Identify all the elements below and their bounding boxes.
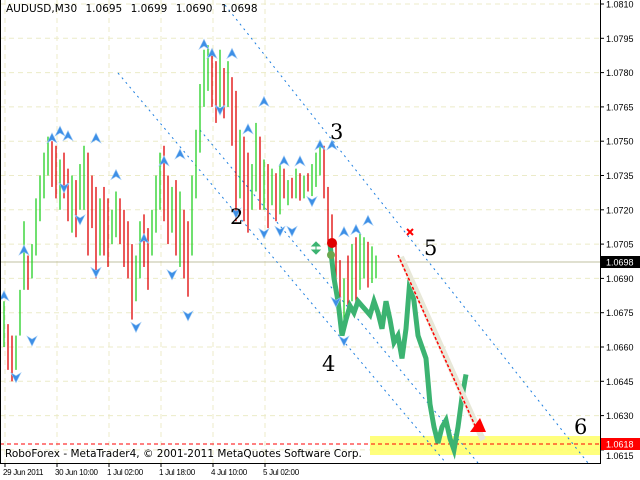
y-tick-label: 1.0780 (606, 68, 634, 78)
forecast-arrow-shadow (398, 255, 486, 442)
forecast-arrow-head-icon (470, 418, 486, 432)
x-tick-label: 4 Jul 10:00 (211, 468, 248, 477)
current-price-tag-label: 1.0698 (606, 258, 634, 268)
fractal-down-arrow-icon (130, 321, 142, 334)
fractal-up-arrow-icon (338, 225, 350, 238)
target-price-tag-label: 1.0618 (606, 440, 634, 450)
wave-label-2: 2 (230, 205, 243, 229)
fractal-up-arrow-icon (242, 123, 254, 135)
y-tick-label: 1.0765 (606, 102, 634, 112)
fractal-up-arrow-icon (326, 139, 338, 151)
fractal-up-arrow-icon (138, 232, 150, 245)
channel-lower-line (117, 72, 447, 464)
x-tick-label: 5 Jul 02:00 (263, 468, 300, 477)
fractal-up-arrow-icon (350, 223, 362, 236)
open-price: 1.0695 (85, 3, 123, 15)
high-price: 1.0699 (130, 3, 168, 15)
fractal-down-arrow-icon (10, 371, 22, 384)
fractal-down-arrow-icon (230, 207, 242, 219)
y-tick-label: 1.0720 (606, 205, 634, 215)
fractal-up-arrow-icon (18, 244, 30, 256)
fractal-down-arrow-icon (214, 104, 226, 116)
fractal-up-arrow-icon (226, 47, 238, 60)
fractal-down-arrow-icon (74, 214, 86, 226)
fractal-down-arrow-icon (306, 195, 318, 208)
time-axis: 29 Jun 2011 30 Jun 10:00 1 Jul 02:00 1 Jul … (3, 463, 300, 477)
fractal-up-arrow-icon (206, 47, 218, 60)
forecast-arrow-line (397, 254, 478, 431)
channel-upper-line (224, 4, 589, 464)
y-tick-label: 1.0660 (606, 343, 634, 353)
fractal-arrows (0, 38, 374, 384)
fractal-down-arrow-icon (26, 335, 38, 347)
fractal-down-arrow-icon (330, 296, 342, 308)
fractal-up-arrow-icon (158, 155, 170, 167)
fractal-down-arrow-icon (274, 225, 286, 238)
price-axis: 1.0810 1.0795 1.0780 1.0765 1.0750 1.0735 1.07… (600, 0, 634, 461)
symbol-timeframe: AUDUSD,M30 (6, 3, 78, 15)
y-tick-label: 1.0690 (606, 274, 634, 284)
y-tick-label: 1.0735 (606, 171, 634, 181)
fractal-up-arrow-icon (198, 38, 210, 50)
fractal-down-arrow-icon (90, 266, 102, 279)
fractal-up-arrow-icon (294, 155, 306, 167)
wave-label-3: 3 (330, 120, 343, 144)
fractal-up-arrow-icon (46, 132, 58, 144)
y-tick-label: 1.0810 (606, 0, 634, 10)
fractal-down-arrow-icon (182, 310, 194, 322)
y-tick-label: 1.0615 (606, 451, 634, 461)
cross-mark-icon (406, 228, 414, 236)
fractal-up-arrow-icon (314, 139, 326, 151)
x-tick-label: 29 Jun 2011 (3, 468, 44, 477)
grid (0, 0, 600, 463)
price-bars (3, 45, 377, 382)
chart-header: AUDUSD,M30 1.0695 1.0699 1.0690 1.0698 (6, 3, 263, 15)
fractal-down-arrow-icon (258, 227, 270, 240)
wave-label-4: 4 (322, 352, 335, 376)
x-tick-label: 1 Jul 02:00 (107, 468, 144, 477)
fractal-up-arrow-icon (90, 132, 102, 144)
fractal-up-arrow-icon (110, 168, 122, 181)
copyright-text: RoboForex - MetaTrader4, © 2001-2011 Met… (5, 448, 362, 460)
fractal-up-arrow-icon (362, 214, 374, 227)
close-price: 1.0698 (220, 3, 258, 15)
target-price-tag (601, 438, 640, 450)
fractal-up-arrow-icon (54, 125, 66, 137)
y-tick-label: 1.0630 (606, 411, 634, 421)
modify-order-icon (310, 241, 322, 255)
wave-label-5: 5 (424, 236, 437, 260)
close-signal-icon (327, 251, 335, 259)
fractal-down-arrow-icon (166, 269, 178, 281)
current-price-tag (601, 256, 640, 268)
low-price: 1.0690 (175, 3, 213, 15)
y-tick-label: 1.0795 (606, 34, 634, 44)
price-line-series (327, 243, 469, 460)
x-tick-label: 1 Jul 18:00 (159, 468, 196, 477)
sell-signal-icon (327, 238, 337, 248)
y-tick-label: 1.0705 (606, 240, 634, 250)
fractal-down-arrow-icon (58, 182, 70, 194)
y-tick-label: 1.0750 (606, 137, 634, 147)
fractal-up-arrow-icon (278, 155, 290, 167)
x-tick-label: 30 Jun 10:00 (55, 468, 99, 477)
fractal-down-arrow-icon (338, 335, 350, 347)
fractal-up-arrow-icon (62, 129, 74, 142)
fractal-down-arrow-icon (286, 225, 298, 238)
y-tick-label: 1.0675 (606, 308, 634, 318)
fractal-up-arrow-icon (258, 95, 270, 108)
wave-label-6: 6 (574, 415, 587, 439)
fractal-up-arrow-icon (174, 148, 186, 160)
y-tick-label: 1.0645 (606, 377, 634, 387)
